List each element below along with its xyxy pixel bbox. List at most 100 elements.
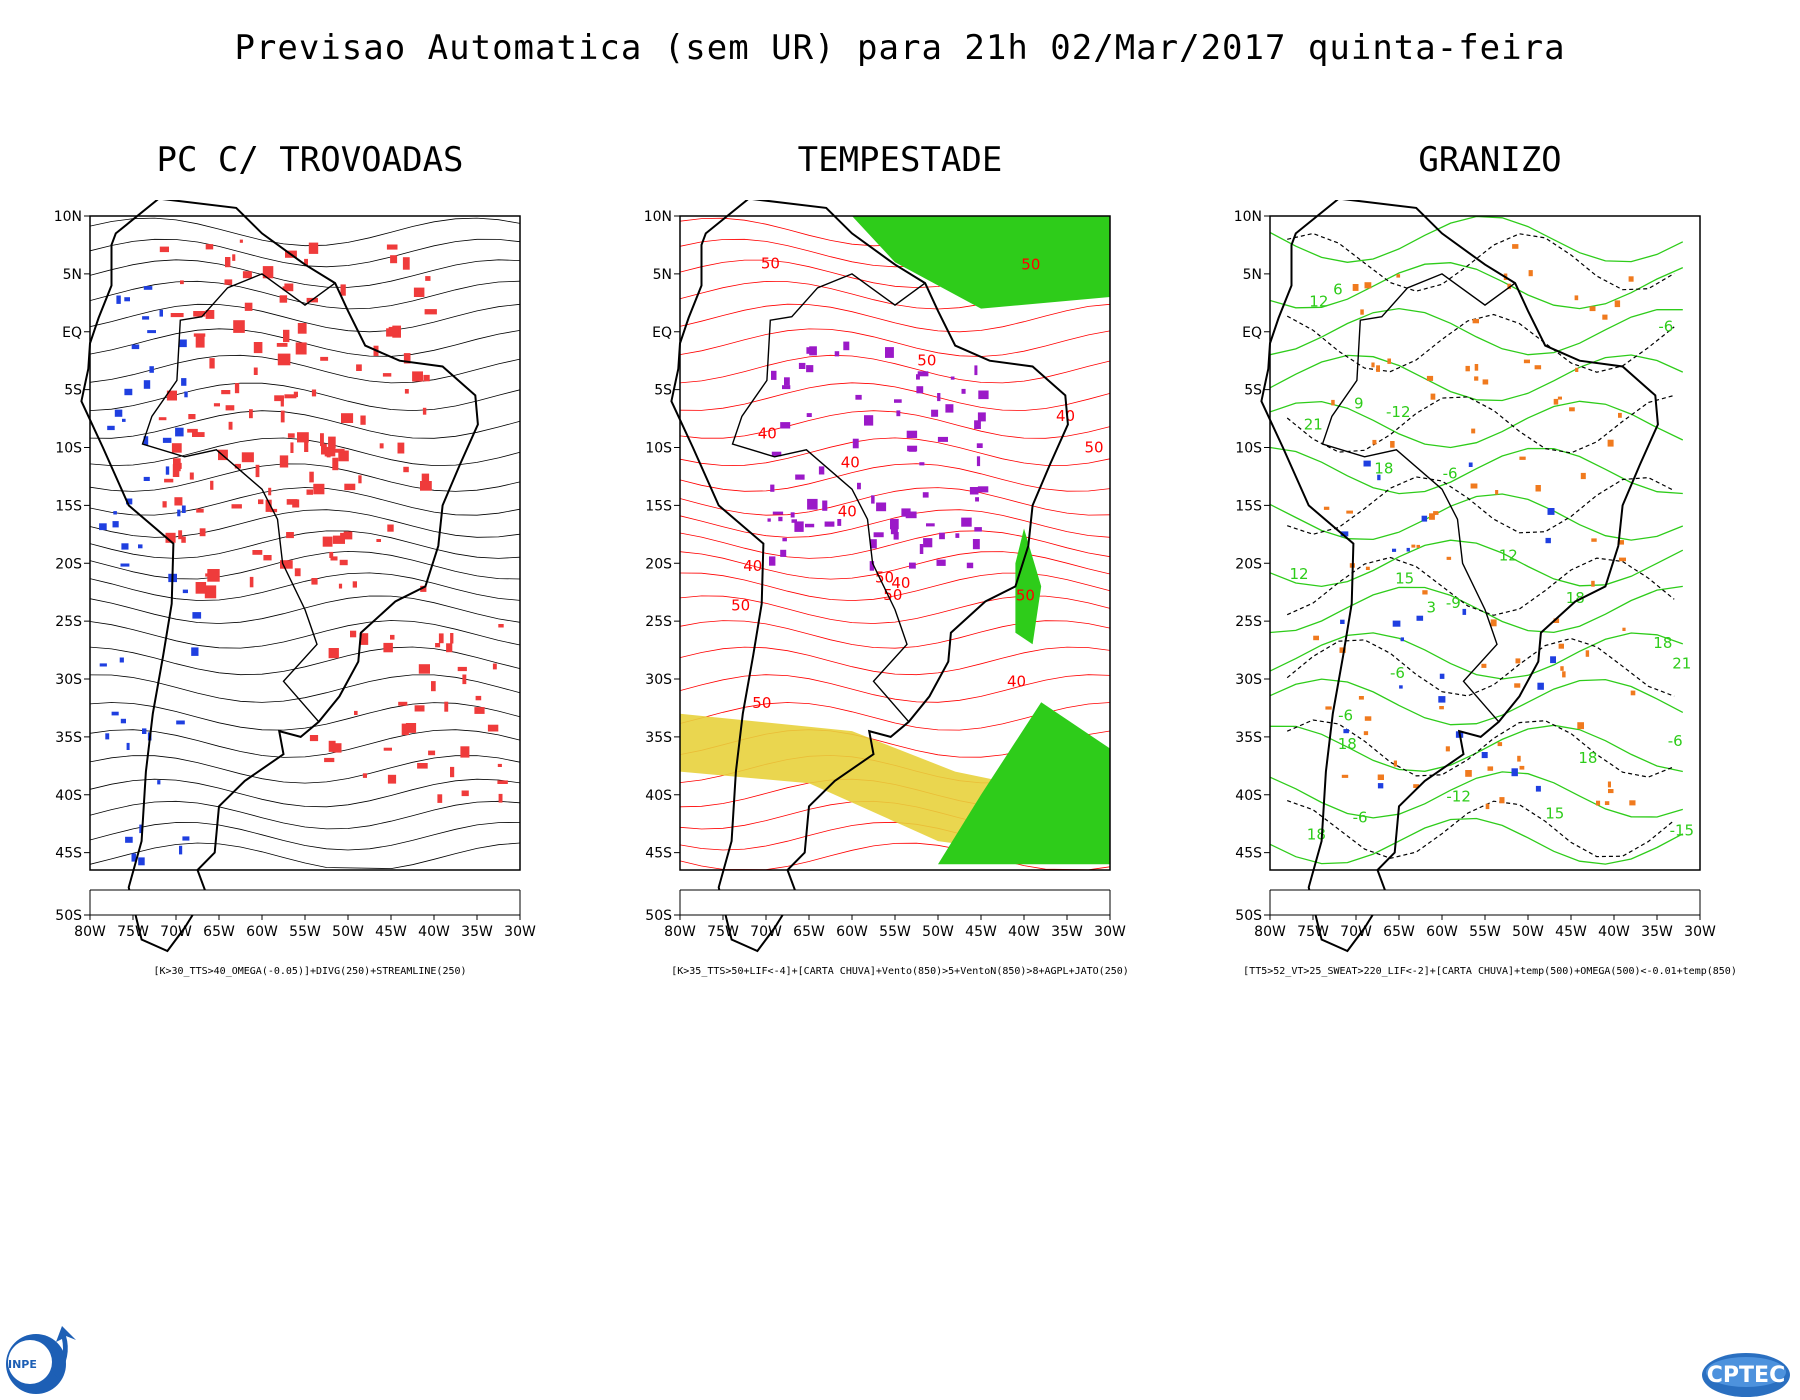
signal-cell xyxy=(1591,580,1595,587)
signal-cell xyxy=(1313,635,1319,641)
signal-cell xyxy=(313,483,325,495)
signal-cell xyxy=(893,532,899,540)
signal-cell xyxy=(1445,746,1450,752)
signal-cell xyxy=(782,537,787,542)
signal-cell xyxy=(320,356,329,361)
signal-cell xyxy=(107,425,115,431)
streamline xyxy=(89,382,521,412)
panel-title: TEMPESTADE xyxy=(797,140,1003,180)
signal-cell xyxy=(262,266,274,279)
signal-cell xyxy=(1589,306,1596,312)
inpe-logo-text: INPE xyxy=(8,1358,37,1371)
contour-label: 18 xyxy=(1653,634,1672,652)
signal-cell xyxy=(1591,538,1597,542)
signal-cell xyxy=(171,443,182,453)
signal-cell xyxy=(233,320,245,333)
lon-label: 75W xyxy=(1297,924,1329,940)
lat-label: 35S xyxy=(645,730,672,746)
lon-label: 35W xyxy=(461,924,493,940)
contour-label: 40 xyxy=(1056,407,1075,425)
signal-cell xyxy=(179,339,187,348)
signal-cell xyxy=(328,436,336,449)
caption-strip xyxy=(1270,890,1700,915)
signal-cell xyxy=(1465,365,1470,372)
signal-cell xyxy=(798,362,806,369)
signal-cell xyxy=(356,364,362,371)
signal-cell xyxy=(390,255,398,264)
signal-cell xyxy=(1470,483,1478,489)
signal-cell xyxy=(379,443,384,449)
signal-cell xyxy=(936,559,946,566)
signal-cell xyxy=(1416,615,1424,621)
streamline xyxy=(89,487,521,516)
contour-label: 50 xyxy=(731,596,750,614)
lon-label: 50W xyxy=(1512,924,1544,940)
signal-cell xyxy=(1550,656,1556,664)
signal-cell xyxy=(1553,618,1560,623)
contour-label: -6 xyxy=(1443,464,1458,482)
green-area xyxy=(938,702,1110,865)
lon-label: 40W xyxy=(1598,924,1630,940)
streamline xyxy=(679,354,1111,384)
signal-cell xyxy=(420,481,432,491)
lon-label: 30W xyxy=(1094,924,1126,940)
contour-label: 40 xyxy=(1007,672,1026,690)
lon-label: 55W xyxy=(879,924,911,940)
signal-cell xyxy=(205,310,215,319)
green-area xyxy=(1015,528,1042,645)
signal-cell xyxy=(176,720,185,725)
streamline xyxy=(89,702,521,731)
temperature-contour xyxy=(1269,354,1684,402)
coastline-group xyxy=(670,200,1069,953)
signal-cell xyxy=(332,535,345,544)
lon-label: 80W xyxy=(74,924,106,940)
signal-cell xyxy=(383,747,392,751)
signal-cell xyxy=(1352,284,1359,291)
lon-label: 80W xyxy=(664,924,696,940)
lon-label: 30W xyxy=(1684,924,1716,940)
signal-cell xyxy=(414,705,425,712)
signal-cell xyxy=(978,390,989,400)
signal-cell xyxy=(234,383,240,394)
signal-cell xyxy=(354,710,358,715)
streamline xyxy=(679,620,1111,649)
signal-cell xyxy=(1630,690,1636,696)
signal-cell xyxy=(398,701,408,706)
signal-cell xyxy=(475,695,482,701)
coastline xyxy=(1260,200,1659,953)
temperature-contour xyxy=(1269,400,1684,449)
lat-label: 40S xyxy=(645,788,672,804)
streamline xyxy=(89,572,521,601)
signal-cell xyxy=(232,254,236,261)
contour-label: 50 xyxy=(917,351,936,369)
streamline xyxy=(679,463,1111,492)
signal-cell xyxy=(1376,365,1380,372)
lat-label: 10N xyxy=(644,209,672,225)
streamline xyxy=(89,674,521,703)
signal-cell xyxy=(1429,513,1435,520)
lat-label: 50S xyxy=(55,908,82,924)
lon-label: 45W xyxy=(375,924,407,940)
temperature-contour xyxy=(1269,493,1684,541)
signal-cell xyxy=(213,403,220,407)
signal-cell xyxy=(772,511,784,515)
lat-label: 5S xyxy=(64,383,82,399)
signal-cell xyxy=(311,389,317,397)
coastline xyxy=(80,200,479,953)
signal-cell xyxy=(164,478,174,483)
signal-cell xyxy=(138,857,145,866)
signal-cell xyxy=(876,502,887,512)
signal-cell xyxy=(1363,731,1369,736)
omega-contour xyxy=(1286,719,1675,778)
signal-cell xyxy=(210,480,214,490)
lon-label: 45W xyxy=(1555,924,1587,940)
signal-cell xyxy=(340,284,346,296)
signal-cell xyxy=(423,374,430,382)
signal-cell xyxy=(487,724,499,732)
streamline xyxy=(679,646,1111,676)
cptec-logo: CPTEC xyxy=(1702,1353,1790,1397)
streamline xyxy=(89,646,521,676)
signal-cell xyxy=(403,353,411,364)
lat-label: 5N xyxy=(653,267,672,283)
signal-cell xyxy=(286,499,298,505)
